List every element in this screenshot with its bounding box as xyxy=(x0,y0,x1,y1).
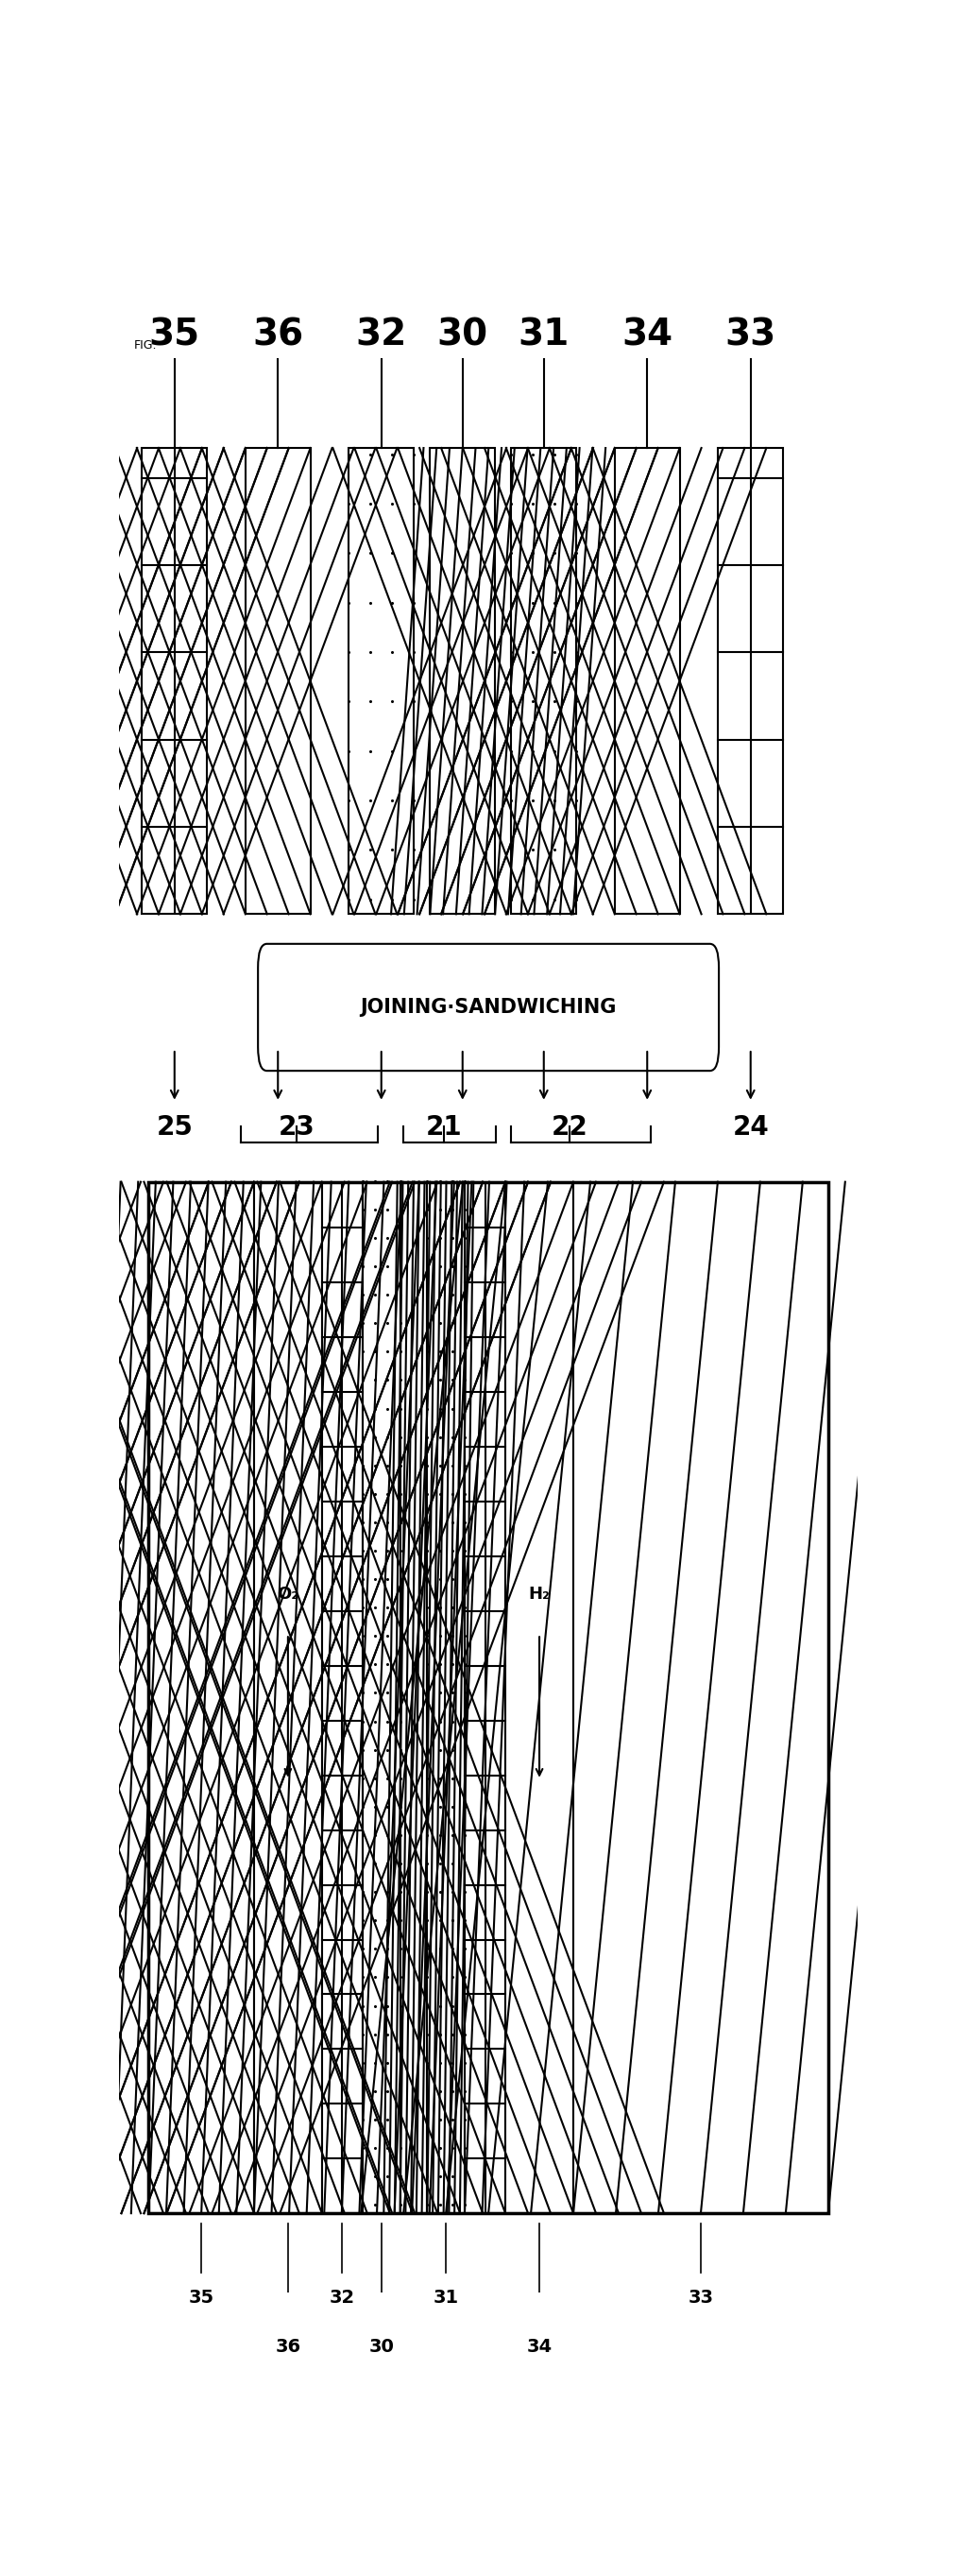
Text: H₂: H₂ xyxy=(529,1587,550,1602)
Bar xyxy=(149,1182,828,2213)
Text: 32: 32 xyxy=(330,2287,355,2306)
Bar xyxy=(574,1182,828,2213)
Bar xyxy=(363,1182,400,2213)
Text: JOINING·SANDWICHING: JOINING·SANDWICHING xyxy=(360,997,617,1018)
Text: O₂: O₂ xyxy=(277,1587,299,1602)
Text: 32: 32 xyxy=(355,317,407,353)
Bar xyxy=(465,1182,505,2213)
Bar xyxy=(615,448,679,914)
Bar xyxy=(512,448,577,914)
Text: 22: 22 xyxy=(552,1115,588,1141)
Bar xyxy=(505,1182,574,2213)
Bar xyxy=(142,448,207,914)
Text: 30: 30 xyxy=(369,2339,395,2357)
Text: 21: 21 xyxy=(426,1115,462,1141)
Text: 30: 30 xyxy=(437,317,488,353)
Text: 35: 35 xyxy=(189,2287,214,2306)
Text: 33: 33 xyxy=(725,317,777,353)
Bar xyxy=(427,1182,465,2213)
Text: 31: 31 xyxy=(433,2287,458,2306)
Bar xyxy=(322,1182,363,2213)
Text: 36: 36 xyxy=(275,2339,301,2357)
Bar xyxy=(254,1182,322,2213)
Text: 33: 33 xyxy=(688,2287,714,2306)
Text: 34: 34 xyxy=(621,317,673,353)
Text: 23: 23 xyxy=(278,1115,314,1141)
Text: 36: 36 xyxy=(253,317,303,353)
Text: 31: 31 xyxy=(518,317,570,353)
Bar xyxy=(246,448,311,914)
Bar xyxy=(349,448,414,914)
Bar xyxy=(400,1182,427,2213)
Bar xyxy=(719,448,783,914)
Text: 25: 25 xyxy=(156,1115,193,1141)
Bar xyxy=(149,1182,254,2213)
FancyBboxPatch shape xyxy=(258,943,719,1072)
Text: 24: 24 xyxy=(732,1115,769,1141)
Text: FIG.: FIG. xyxy=(133,340,157,350)
Bar xyxy=(430,448,495,914)
Text: 34: 34 xyxy=(527,2339,552,2357)
Text: 35: 35 xyxy=(149,317,200,353)
